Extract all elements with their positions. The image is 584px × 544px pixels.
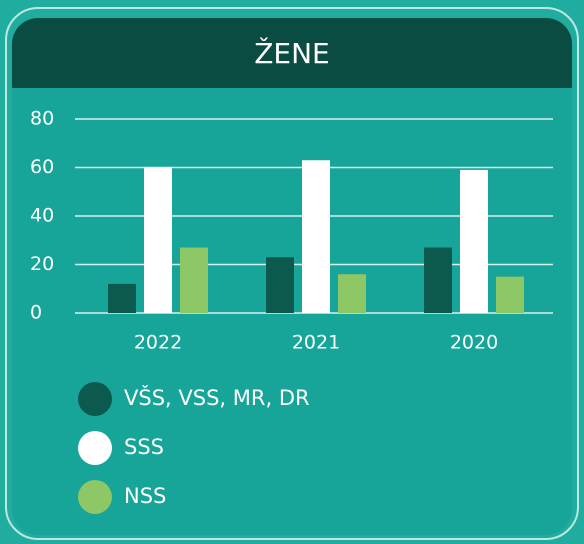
legend-swatch: [78, 480, 112, 514]
x-tick-label: 2022: [134, 332, 182, 354]
bar: [302, 160, 330, 313]
bar: [338, 274, 366, 313]
y-tick-label: 20: [30, 253, 54, 275]
x-tick-label: 2020: [450, 332, 498, 354]
x-tick-label: 2021: [292, 332, 340, 354]
legend-swatch: [78, 431, 112, 465]
card-outline: [5, 7, 579, 540]
chart-title: ŽENE: [254, 36, 330, 70]
y-tick-label: 40: [30, 205, 54, 227]
legend-label: NSS: [124, 484, 166, 508]
legend-swatch: [78, 382, 112, 416]
y-tick-label: 60: [30, 156, 54, 178]
bar: [460, 169, 488, 313]
bar: [108, 283, 136, 313]
y-tick-label: 0: [30, 302, 42, 324]
legend-label: VŠS, VSS, MR, DR: [124, 385, 310, 410]
legend-label: SSS: [124, 435, 164, 459]
bar: [144, 167, 172, 313]
card-header: [12, 18, 572, 88]
bar: [266, 257, 294, 313]
bar: [496, 276, 524, 313]
bar: [180, 247, 208, 313]
y-tick-label: 80: [30, 108, 54, 130]
bar: [424, 247, 452, 313]
